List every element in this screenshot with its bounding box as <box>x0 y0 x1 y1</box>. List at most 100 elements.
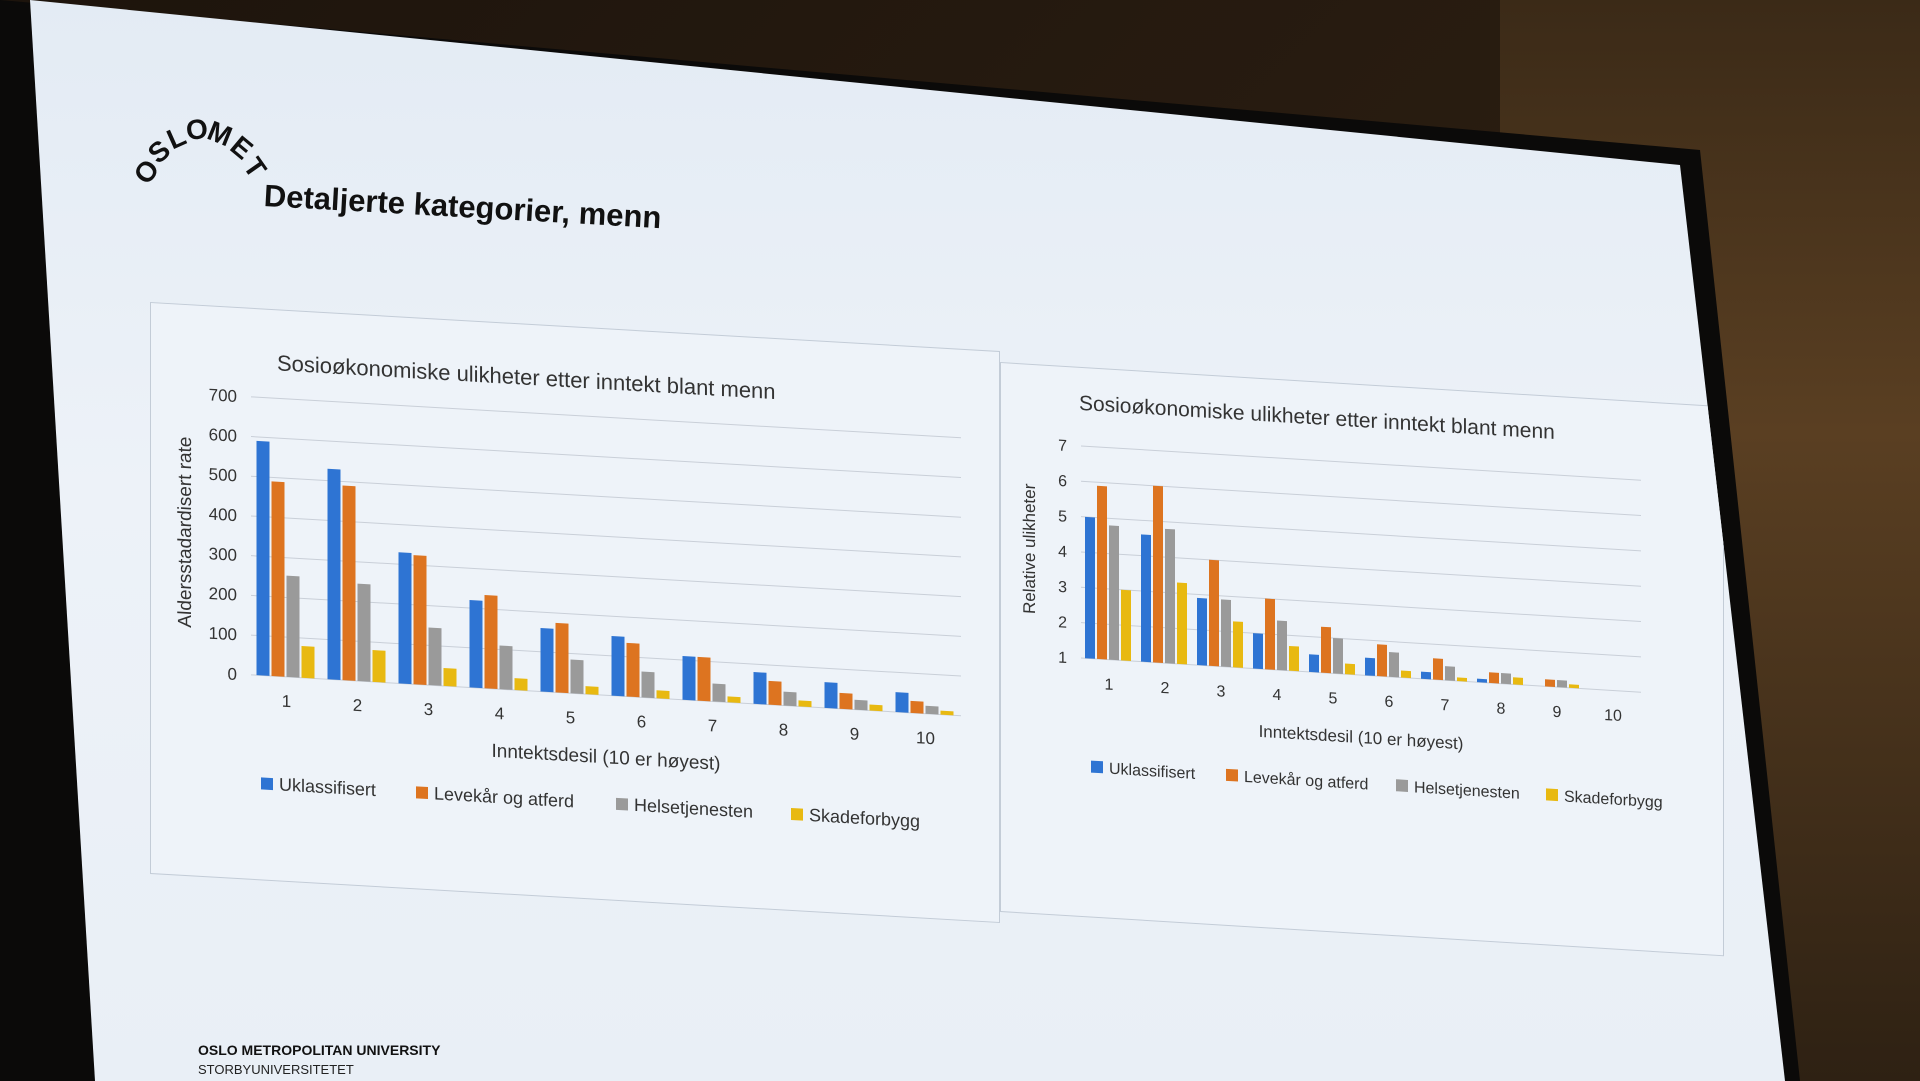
bar <box>1569 684 1579 689</box>
bar <box>1121 589 1131 662</box>
y-tick-label: 2 <box>1058 614 1067 632</box>
bar <box>372 650 386 683</box>
bar <box>1501 673 1511 685</box>
bar <box>753 672 767 705</box>
x-tick-label: 6 <box>637 712 646 732</box>
x-tick-label: 2 <box>353 696 362 716</box>
bar <box>1197 597 1207 666</box>
bar <box>854 699 868 711</box>
legend-label: Helsetjenesten <box>1414 779 1520 802</box>
bar <box>1489 672 1499 684</box>
y-tick-label: 300 <box>209 544 237 565</box>
bar <box>484 594 498 690</box>
y-tick-label: 7 <box>1058 438 1067 456</box>
y-tick-label: 6 <box>1058 473 1067 491</box>
bar <box>1477 678 1487 683</box>
bar <box>1377 644 1387 677</box>
bar <box>570 659 584 694</box>
y-tick-label: 5 <box>1058 508 1067 526</box>
y-tick-label: 500 <box>209 465 237 486</box>
bar <box>1209 559 1219 667</box>
bar <box>1309 654 1319 673</box>
y-tick-label: 100 <box>209 624 237 645</box>
bar <box>1277 620 1287 671</box>
x-tick-label: 1 <box>1105 676 1114 694</box>
x-tick-label: 3 <box>1217 683 1226 701</box>
bar <box>327 468 341 680</box>
gridline <box>251 555 961 598</box>
bar <box>585 686 599 695</box>
bar <box>1165 528 1175 664</box>
bar <box>514 678 528 691</box>
footer-org-name: OSLO METROPOLITAN UNIVERSITY <box>198 1042 441 1058</box>
x-axis-label: Inntektsdesil (10 er høyest) <box>492 741 721 775</box>
legend-swatch <box>1226 768 1238 782</box>
x-tick-label: 10 <box>916 728 935 748</box>
x-tick-label: 8 <box>779 720 788 740</box>
y-tick-label: 600 <box>209 425 237 446</box>
bar <box>1421 671 1431 680</box>
y-tick-label: 200 <box>209 584 237 605</box>
gridline <box>251 396 961 439</box>
bar <box>1109 525 1119 661</box>
bar <box>925 705 939 715</box>
bar <box>286 575 300 678</box>
bar <box>357 583 371 682</box>
x-tick-label: 7 <box>1441 697 1450 715</box>
left-chart-panel: Sosioøkonomiske ulikheter etter inntekt … <box>150 302 1000 924</box>
bar <box>1345 663 1355 675</box>
bar <box>869 704 883 712</box>
slide-title: Detaljerte kategorier, menn <box>263 178 663 236</box>
bar <box>783 691 797 707</box>
bar <box>443 668 457 687</box>
legend-label: Levekår og atferd <box>1244 768 1368 794</box>
x-tick-label: 9 <box>1553 704 1562 722</box>
y-tick-label: 0 <box>228 664 237 684</box>
bar <box>1433 658 1443 681</box>
bar <box>555 622 569 694</box>
bar <box>1389 652 1399 678</box>
legend-label: Helsetjenesten <box>634 795 753 822</box>
bar <box>1289 645 1299 672</box>
x-tick-label: 1 <box>282 692 291 712</box>
bar <box>1445 666 1455 681</box>
bar <box>1545 679 1555 687</box>
bar <box>1097 485 1107 660</box>
x-tick-label: 6 <box>1385 694 1394 712</box>
bar <box>469 600 483 689</box>
x-tick-label: 8 <box>1497 700 1506 718</box>
bar <box>1557 680 1567 688</box>
legend-swatch <box>791 807 803 821</box>
x-tick-label: 5 <box>1329 690 1338 708</box>
bar <box>1265 598 1275 670</box>
gridline <box>251 436 961 478</box>
right-bar-chart: Sosioøkonomiske ulikheter etter inntekt … <box>1020 392 1663 812</box>
x-tick-label: 3 <box>424 700 433 720</box>
bar <box>1253 633 1263 670</box>
y-tick-label: 700 <box>209 385 237 406</box>
y-tick-label: 1 <box>1058 650 1067 668</box>
x-tick-label: 7 <box>708 716 717 736</box>
bar <box>398 552 412 685</box>
oslomet-logo: O S L O M E T <box>127 113 273 190</box>
bar <box>1333 638 1343 674</box>
legend-label: Uklassifisert <box>279 774 376 800</box>
bar <box>413 555 427 685</box>
gridline <box>251 515 961 558</box>
gridline <box>1081 480 1641 517</box>
bar <box>499 645 513 690</box>
y-tick-label: 3 <box>1058 579 1067 597</box>
bar <box>1233 621 1243 668</box>
legend-swatch <box>616 797 628 811</box>
x-tick-label: 4 <box>495 704 504 724</box>
bar <box>712 683 726 703</box>
bar <box>626 642 640 698</box>
x-tick-label: 4 <box>1273 687 1282 705</box>
bar <box>940 710 954 716</box>
x-tick-label: 5 <box>566 708 575 728</box>
chart-title: Sosioøkonomiske ulikheter etter inntekt … <box>277 350 776 404</box>
bar <box>1457 677 1467 682</box>
legend-swatch <box>1091 760 1103 774</box>
y-axis-label: Aldersstadardisert rate <box>175 436 196 628</box>
